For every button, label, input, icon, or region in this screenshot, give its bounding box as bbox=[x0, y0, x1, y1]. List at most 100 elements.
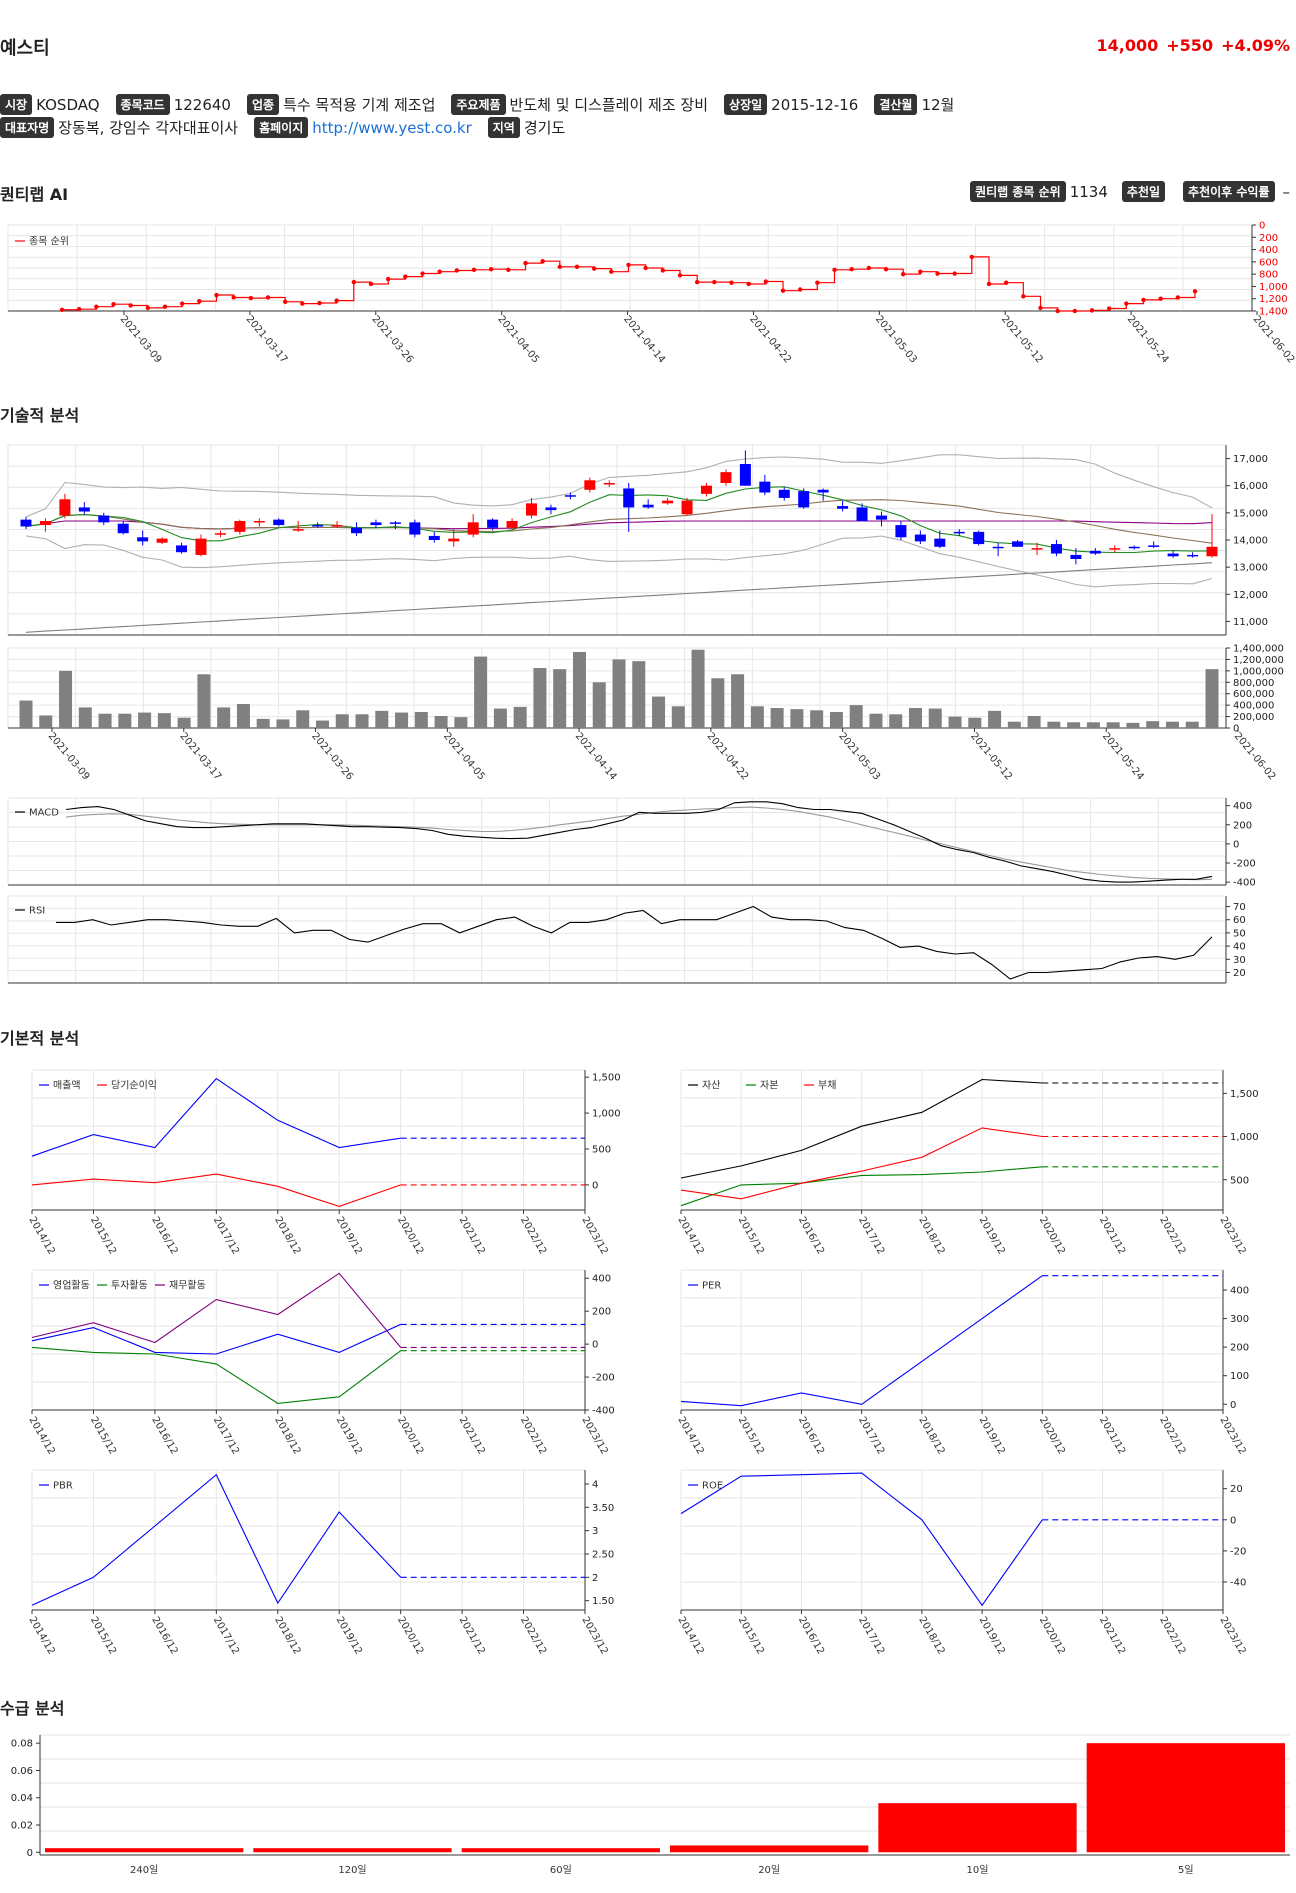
volume-bar bbox=[78, 707, 92, 728]
rank-point bbox=[523, 260, 528, 266]
x-tick-label: 2023/12 bbox=[1217, 1415, 1247, 1456]
series-line bbox=[680, 1166, 1043, 1207]
rank-point bbox=[179, 301, 185, 306]
volume-bar bbox=[316, 720, 329, 728]
volume-bar bbox=[414, 712, 428, 728]
candle-body bbox=[934, 538, 946, 547]
x-tick-label: 2019/12 bbox=[977, 1215, 1007, 1256]
y-tick-label: 0.04 bbox=[11, 1793, 33, 1804]
rank-point bbox=[437, 269, 442, 274]
homepage-link[interactable]: http://www.yest.co.kr bbox=[312, 118, 472, 137]
region-value: 경기도 bbox=[523, 119, 566, 137]
candle-body bbox=[195, 538, 207, 555]
candle-body bbox=[973, 531, 985, 545]
candle-body bbox=[1070, 554, 1082, 559]
rank-point bbox=[729, 280, 734, 285]
y-tick-label: 0.02 bbox=[11, 1821, 33, 1832]
y-tick-label: 600,000 bbox=[1233, 689, 1274, 700]
x-tick-label: 2021/12 bbox=[1097, 1215, 1127, 1256]
candle-body bbox=[487, 519, 499, 528]
volume-bar bbox=[1086, 722, 1100, 728]
rank-tag: 퀀티랩 종목 순위 bbox=[970, 181, 1066, 202]
rank-point bbox=[763, 279, 769, 284]
volume-bar bbox=[829, 712, 843, 728]
ceo-tag: 대표자명 bbox=[0, 117, 55, 138]
rank-point bbox=[952, 271, 957, 276]
series-line bbox=[31, 1323, 401, 1355]
pbr-chart: 4 3.50 3 2.50 2 1.50 2014/12 2015/12 2016/12 2017… bbox=[26, 1469, 614, 1656]
candle-body bbox=[759, 481, 771, 493]
x-tick-label: 2015/12 bbox=[88, 1215, 118, 1256]
rank-point bbox=[557, 264, 563, 269]
x-tick-label: 2022/12 bbox=[518, 1615, 548, 1656]
volume-chart: 0200,000400,000600,000800,0001,000,0001,… bbox=[7, 644, 1284, 783]
y-tick-label: 40 bbox=[1233, 942, 1246, 953]
volume-bar bbox=[98, 713, 112, 728]
y-tick-label: 0 bbox=[1233, 839, 1239, 850]
rank-point bbox=[1106, 306, 1112, 311]
volume-bar bbox=[652, 696, 666, 728]
candle-body bbox=[312, 525, 324, 527]
rank-point bbox=[1055, 308, 1060, 314]
rank-point bbox=[145, 305, 151, 311]
candle-body bbox=[370, 522, 382, 526]
rank-point bbox=[969, 254, 975, 260]
y-tick-label: 0 bbox=[27, 1848, 33, 1859]
rank-point bbox=[351, 279, 357, 285]
x-tick-label: 2021/12 bbox=[1097, 1415, 1127, 1456]
legend-label: 자산 bbox=[702, 1080, 720, 1092]
candle-body bbox=[914, 534, 926, 542]
rank-point bbox=[1021, 294, 1026, 299]
x-tick-label: 60일 bbox=[550, 1864, 572, 1876]
rank-point bbox=[677, 273, 683, 278]
volume-bar bbox=[612, 659, 626, 728]
x-tick-label: 2019/12 bbox=[334, 1415, 364, 1456]
x-tick-label: 2015/12 bbox=[88, 1615, 118, 1656]
y-tick-label: 100 bbox=[1230, 1371, 1249, 1382]
candle-body bbox=[720, 472, 732, 483]
y-tick-label: 3.50 bbox=[592, 1503, 614, 1514]
volume-bar bbox=[39, 715, 53, 728]
x-tick-label: 2020/12 bbox=[395, 1215, 425, 1256]
volume-bar bbox=[1027, 716, 1041, 728]
rank-point bbox=[59, 307, 65, 312]
x-tick-label: 2021-05-12 bbox=[968, 731, 1014, 783]
x-tick-label: 2017/12 bbox=[856, 1615, 886, 1656]
rank-point bbox=[506, 267, 511, 273]
candle-body bbox=[156, 538, 168, 543]
y-tick-label: 200 bbox=[1233, 820, 1252, 831]
x-tick-label: 2021-04-05 bbox=[495, 314, 541, 366]
rank-point bbox=[935, 271, 940, 276]
x-tick-label: 2014/12 bbox=[675, 1415, 705, 1456]
y-tick-label: 400 bbox=[1230, 1286, 1249, 1297]
x-tick-label: 2021-04-14 bbox=[573, 731, 619, 783]
y-tick-label: 1,200 bbox=[1259, 294, 1288, 305]
x-tick-label: 2019/12 bbox=[334, 1215, 364, 1256]
x-tick-label: 2023/12 bbox=[1217, 1215, 1247, 1256]
volume-bar bbox=[177, 717, 191, 728]
y-tick-label: 1,000 bbox=[1259, 282, 1288, 293]
code-tag: 종목코드 bbox=[115, 94, 170, 115]
bollinger-upper-line bbox=[25, 454, 1213, 518]
volume-bar bbox=[909, 708, 922, 728]
volume-bar bbox=[731, 674, 745, 728]
candle-body bbox=[1148, 545, 1160, 547]
x-tick-label: 2014/12 bbox=[675, 1615, 705, 1656]
rank-point bbox=[626, 262, 631, 268]
rank-point bbox=[111, 302, 116, 307]
candle-body bbox=[526, 503, 538, 516]
rank-point bbox=[94, 304, 99, 309]
candle-body bbox=[545, 507, 557, 511]
rank-point bbox=[832, 267, 837, 273]
rank-point bbox=[471, 267, 477, 273]
fiscal-tag: 결산월 bbox=[874, 94, 918, 115]
legend-label: PBR bbox=[53, 1481, 73, 1492]
candle-body bbox=[59, 499, 71, 516]
x-tick-label: 2016/12 bbox=[149, 1215, 179, 1256]
x-tick-label: 2021-04-14 bbox=[621, 314, 667, 366]
volume-bar bbox=[355, 714, 369, 728]
x-tick-label: 2022/12 bbox=[1157, 1615, 1187, 1656]
candle-body bbox=[798, 491, 810, 508]
candle-body bbox=[409, 522, 421, 535]
